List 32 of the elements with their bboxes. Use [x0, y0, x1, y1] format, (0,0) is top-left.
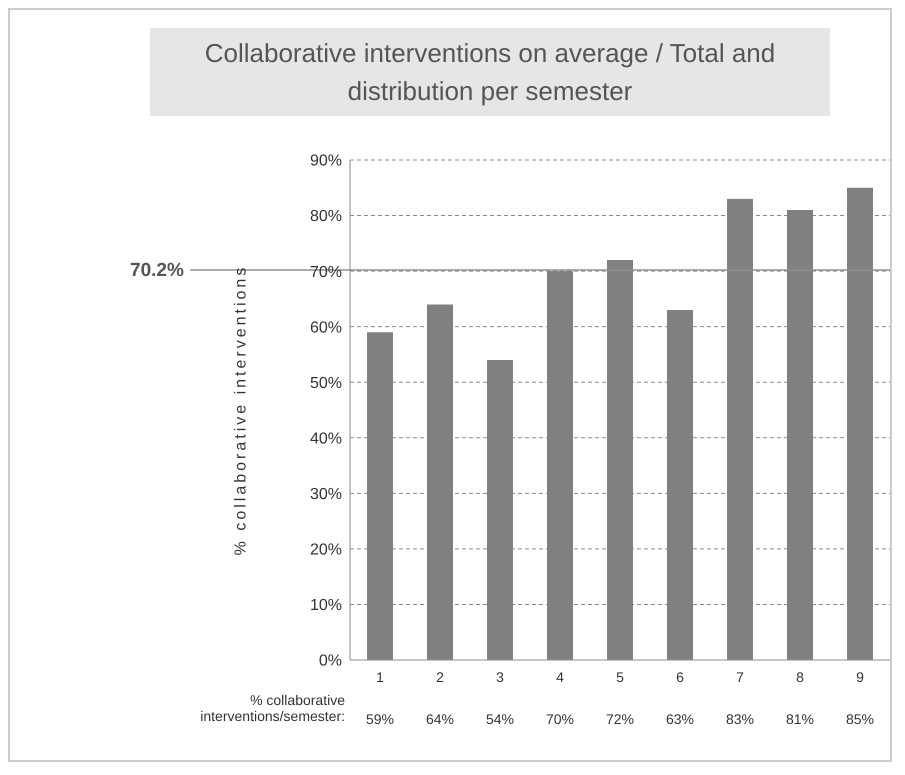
x-tick-label: 3 — [496, 669, 504, 685]
y-tick-label: 20% — [310, 542, 342, 559]
y-tick-label: 80% — [310, 208, 342, 226]
x-tick-label: 6 — [676, 669, 684, 685]
x-tick-label: 4 — [556, 669, 564, 685]
data-label: 70% — [546, 711, 574, 727]
y-tick-label: 90% — [310, 152, 342, 170]
x-tick-label: 1 — [376, 669, 384, 685]
y-tick-label: 0% — [318, 652, 342, 670]
y-tick-label: 60% — [310, 319, 342, 336]
data-label: 59% — [366, 711, 394, 727]
x-tick-label: 5 — [616, 669, 624, 685]
x-tick-label: 9 — [856, 669, 864, 685]
y-tick-label: 50% — [310, 374, 342, 392]
y-tick-label: 30% — [310, 486, 342, 504]
data-label: 54% — [486, 711, 514, 727]
chart-title: Collaborative interventions on average / Total and distribution per semester — [150, 28, 830, 116]
data-label: 63% — [666, 711, 694, 727]
data-label: 85% — [846, 711, 874, 727]
x-tick-label: 2 — [436, 669, 444, 685]
y-tick-label: 10% — [310, 597, 342, 614]
data-label: 81% — [786, 711, 814, 727]
text: % collaborative interventions/semester: — [199, 692, 345, 724]
x-tick-label: 7 — [736, 669, 744, 685]
y-axis-title: % collaborative interventions — [232, 264, 250, 556]
ref-line-label: 70.2% — [130, 260, 184, 281]
data-label: 72% — [606, 711, 634, 727]
y-tick-label: 70% — [310, 264, 342, 281]
y-tick-label: 40% — [310, 430, 342, 448]
data-label: 64% — [426, 711, 454, 727]
data-label: 83% — [726, 711, 754, 727]
x-tick-label: 8 — [796, 669, 804, 685]
